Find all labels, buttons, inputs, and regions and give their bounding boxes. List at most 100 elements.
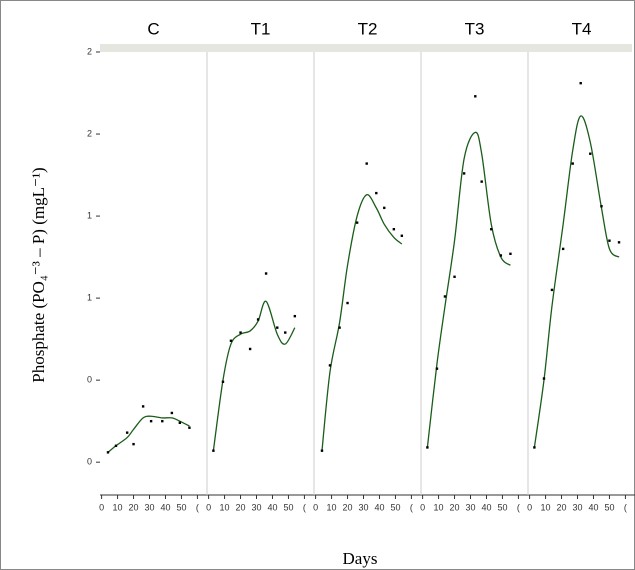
- data-point: [328, 364, 332, 367]
- data-point: [400, 234, 404, 237]
- fit-line: [107, 415, 190, 453]
- data-point: [149, 419, 153, 423]
- x-tick-label: 20: [129, 502, 139, 512]
- data-point: [608, 239, 611, 242]
- data-point: [383, 206, 386, 210]
- data-point: [561, 247, 565, 251]
- x-tick-label: 0: [527, 502, 532, 512]
- data-point: [435, 367, 439, 370]
- data-point: [600, 205, 603, 208]
- fit-line: [321, 194, 403, 451]
- x-tick-label: 10: [434, 502, 444, 512]
- y-tick-label: 1: [87, 292, 92, 302]
- data-point: [338, 326, 341, 329]
- y-tick-label: 0: [87, 375, 92, 385]
- data-point: [276, 326, 279, 329]
- x-tick-label: 30: [251, 502, 261, 512]
- strip-bar: [100, 44, 632, 52]
- data-point: [125, 431, 129, 434]
- x-tick-label: 50: [390, 502, 400, 512]
- panel-title: T2: [358, 19, 378, 38]
- x-tick-label: 20: [236, 502, 246, 512]
- data-point: [170, 411, 174, 415]
- fit-line: [212, 300, 296, 451]
- x-tick-label: 10: [113, 502, 123, 512]
- x-tick-label: 50: [176, 502, 186, 512]
- x-tick-label: 30: [572, 502, 582, 512]
- y-axis-title: Phosphate (PO₄⁻³ – P) (mgL⁻¹): [29, 167, 48, 382]
- x-tick-label: (: [196, 502, 199, 512]
- x-tick-label: 30: [358, 502, 368, 512]
- data-point: [571, 162, 574, 165]
- x-tick-label: (: [624, 502, 627, 512]
- y-tick-label: 1: [87, 210, 92, 220]
- x-tick-label: 0: [313, 502, 318, 512]
- x-tick-label: (: [303, 502, 306, 512]
- data-point: [284, 331, 287, 334]
- data-point: [462, 172, 466, 175]
- data-point: [355, 221, 359, 224]
- data-point: [264, 272, 268, 275]
- data-point: [229, 339, 233, 342]
- x-tick-label: 40: [160, 502, 170, 512]
- data-point: [114, 444, 118, 447]
- data-point: [256, 318, 260, 321]
- x-tick-label: 20: [557, 502, 567, 512]
- x-tick-label: 10: [220, 502, 230, 512]
- panel-title: T3: [465, 19, 485, 38]
- data-point: [474, 95, 477, 98]
- data-point: [375, 191, 378, 195]
- data-point: [106, 451, 110, 454]
- data-point: [239, 331, 242, 334]
- y-tick-label: 2: [87, 128, 92, 138]
- x-tick-label: 40: [588, 502, 598, 512]
- data-point: [617, 241, 621, 244]
- y-tick-label: 2: [87, 46, 92, 56]
- data-point: [533, 446, 536, 449]
- data-point: [453, 275, 456, 278]
- x-tick-label: 0: [206, 502, 211, 512]
- panel-title: C: [147, 19, 159, 38]
- x-tick-label: 0: [99, 502, 104, 512]
- x-tick-label: 40: [267, 502, 277, 512]
- x-tick-label: 50: [604, 502, 614, 512]
- panel-title: T4: [572, 19, 592, 38]
- data-point: [443, 295, 447, 298]
- data-point: [426, 446, 429, 449]
- data-point: [188, 426, 191, 429]
- x-tick-label: 50: [497, 502, 507, 512]
- data-point: [542, 377, 546, 380]
- x-tick-label: (: [410, 502, 413, 512]
- data-point: [480, 180, 483, 183]
- data-point: [221, 380, 225, 383]
- data-point: [490, 228, 493, 231]
- data-point: [132, 442, 135, 446]
- x-tick-label: 10: [541, 502, 551, 512]
- x-tick-label: 30: [144, 502, 154, 512]
- data-point: [212, 449, 215, 452]
- data-point: [346, 301, 349, 305]
- x-tick-label: 40: [374, 502, 384, 512]
- data-point: [141, 405, 145, 408]
- x-tick-label: 0: [420, 502, 425, 512]
- x-tick-label: 40: [481, 502, 491, 512]
- panel-title: T1: [251, 19, 271, 38]
- data-point: [509, 252, 512, 256]
- x-tick-label: 10: [327, 502, 337, 512]
- data-point: [499, 254, 503, 257]
- data-point: [550, 288, 554, 292]
- data-point: [320, 449, 324, 452]
- x-tick-label: 20: [450, 502, 460, 512]
- x-tick-label: 50: [283, 502, 293, 512]
- x-tick-label: 20: [343, 502, 353, 512]
- data-point: [248, 347, 252, 351]
- x-tick-label: (: [517, 502, 520, 512]
- data-point: [293, 314, 297, 318]
- y-tick-label: 0: [87, 457, 92, 467]
- fit-line: [426, 131, 511, 448]
- data-point: [579, 81, 582, 85]
- x-tick-label: 30: [465, 502, 475, 512]
- data-point: [392, 228, 396, 231]
